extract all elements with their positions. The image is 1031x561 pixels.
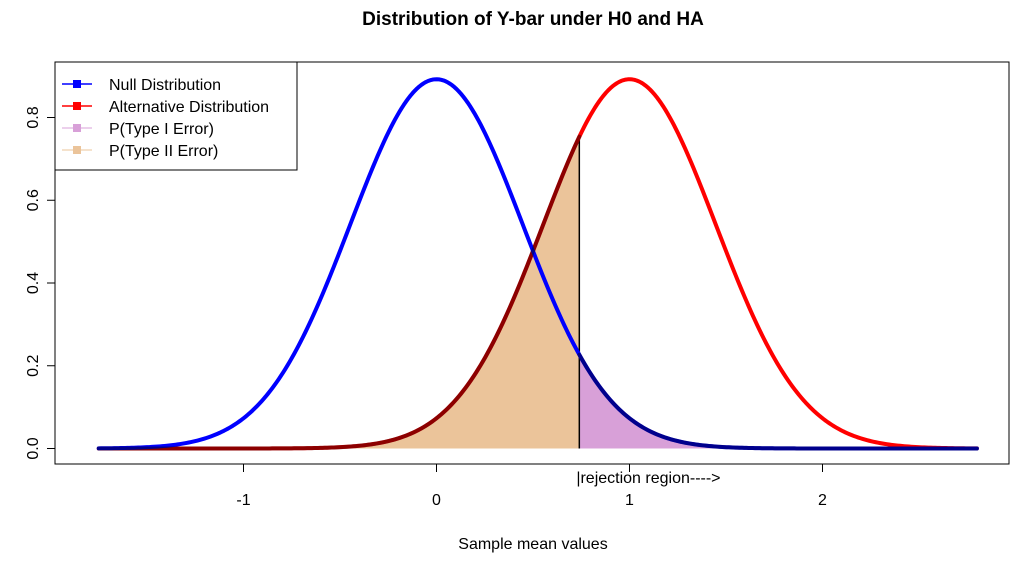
type-one-error-area — [579, 354, 977, 449]
y-tick-label: 0.4 — [25, 272, 42, 294]
x-tick-label: -1 — [236, 492, 250, 509]
legend: Null Distribution Alternative Distributio… — [54, 61, 298, 171]
y-tick-label: 0.8 — [25, 106, 42, 128]
x-axis: -1 0 1 2 — [236, 463, 827, 509]
type-two-error-area — [98, 136, 580, 449]
legend-box — [54, 61, 298, 171]
alternative-curve-shaded-overlay — [96, 134, 582, 451]
x-tick-label: 2 — [818, 492, 827, 509]
legend-marker — [73, 80, 81, 88]
chart-title: Distribution of Y-bar under H0 and HA — [362, 9, 704, 30]
y-tick-label: 0.6 — [25, 189, 42, 211]
rejection-region-annotation: |rejection region----> — [576, 470, 720, 487]
distribution-curves — [96, 77, 979, 451]
legend-label: P(Type I Error) — [109, 121, 214, 138]
x-tick-label: 1 — [625, 492, 634, 509]
shaded-regions — [98, 136, 977, 449]
x-axis-label: Sample mean values — [458, 536, 607, 553]
y-tick-label: 0.2 — [25, 355, 42, 377]
null-curve-shaded-overlay — [577, 352, 979, 451]
y-tick-label: 0.0 — [25, 437, 42, 459]
legend-label: P(Type II Error) — [109, 143, 218, 160]
legend-label: Null Distribution — [109, 77, 221, 94]
legend-marker — [73, 124, 81, 132]
y-axis: 0.0 0.2 0.4 0.6 0.8 — [25, 106, 56, 460]
alternative-distribution-curve — [96, 77, 979, 451]
legend-marker — [73, 102, 81, 110]
legend-label: Alternative Distribution — [109, 99, 269, 116]
x-tick-label: 0 — [432, 492, 441, 509]
legend-marker — [73, 146, 81, 154]
null-distribution-curve — [96, 77, 979, 451]
